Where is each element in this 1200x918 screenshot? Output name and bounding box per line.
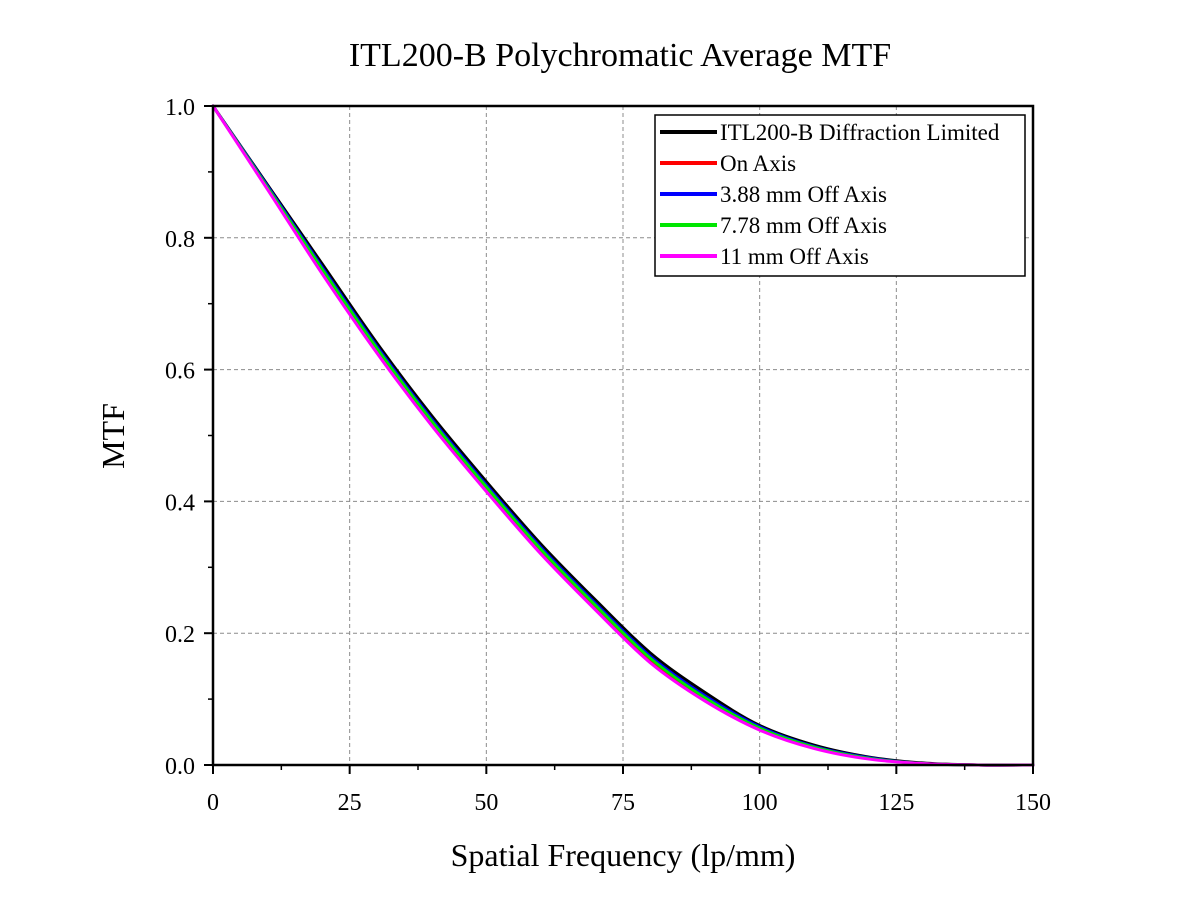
x-tick-label: 75	[611, 790, 635, 816]
y-tick-label: 0.6	[165, 359, 195, 385]
y-tick-label: 0.0	[165, 754, 195, 780]
legend-label: 3.88 mm Off Axis	[720, 182, 887, 207]
x-tick-label: 50	[474, 790, 498, 816]
grid	[213, 106, 1033, 765]
x-tick-label: 0	[207, 790, 219, 816]
series-line-5	[211, 104, 1035, 767]
x-tick-label: 25	[338, 790, 362, 816]
y-tick-label: 0.8	[165, 227, 195, 253]
legend-label: 11 mm Off Axis	[720, 244, 869, 269]
x-axis-label: Spatial Frequency (lp/mm)	[451, 837, 796, 873]
x-tick-label: 125	[878, 790, 914, 816]
chart-title: ITL200-B Polychromatic Average MTF	[349, 37, 891, 74]
series-lines	[211, 104, 1035, 767]
legend-label: On Axis	[720, 151, 796, 176]
axis-ticks: 0 25 50 75 100 125 150 0.0 0.2 0.4 0.6 0.8 1.0	[165, 95, 1051, 816]
y-tick-label: 0.2	[165, 622, 195, 648]
y-tick-label: 1.0	[165, 95, 195, 121]
x-tick-label: 100	[742, 790, 778, 816]
y-axis-label: MTF	[95, 403, 131, 469]
legend: ITL200-B Diffraction Limited On Axis 3.88 …	[654, 114, 1026, 277]
legend-label: ITL200-B Diffraction Limited	[720, 120, 1000, 145]
x-tick-label: 150	[1015, 790, 1051, 816]
y-tick-label: 0.4	[165, 490, 195, 516]
legend-label: 7.78 mm Off Axis	[720, 213, 887, 238]
